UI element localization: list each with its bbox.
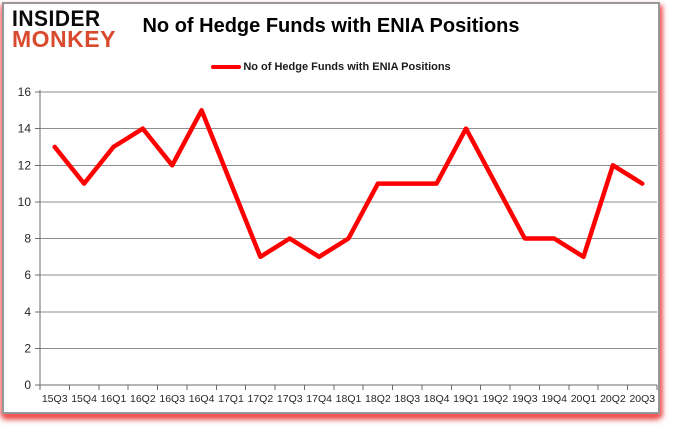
x-tick-label: 15Q4 (71, 393, 97, 405)
x-tick-label: 19Q3 (512, 393, 538, 405)
x-tick-label: 20Q2 (600, 393, 626, 405)
series-line (52, 108, 645, 260)
y-tick-label: 16 (18, 85, 32, 99)
logo-insider-text: INSIDER (12, 6, 101, 32)
y-tick-label: 0 (24, 378, 31, 392)
x-tick-label: 17Q1 (218, 393, 244, 405)
x-tick-label: 16Q4 (189, 393, 215, 405)
y-tick-label: 14 (18, 122, 32, 136)
legend-line-swatch (211, 65, 242, 69)
x-tick-label: 17Q2 (248, 393, 274, 405)
x-tick-label: 17Q3 (277, 393, 303, 405)
x-tick-label: 16Q3 (159, 393, 185, 405)
x-tick-label: 16Q2 (130, 393, 156, 405)
x-tick-label: 18Q4 (424, 393, 450, 405)
y-tick-label: 12 (18, 158, 32, 172)
y-tick-label: 6 (24, 268, 31, 282)
x-tick-label: 18Q1 (336, 393, 362, 405)
chart-title: No of Hedge Funds with ENIA Positions (142, 15, 520, 37)
x-tick-label: 19Q2 (483, 393, 509, 405)
y-tick-label: 8 (24, 232, 31, 246)
legend-label: No of Hedge Funds with ENIA Positions (243, 61, 451, 73)
x-tick-label: 20Q3 (629, 393, 655, 405)
insider-monkey-logo: INSIDER MONKEY (12, 6, 116, 52)
chart-card: INSIDER MONKEY No of Hedge Funds with EN… (2, 2, 660, 414)
x-tick-label: 19Q4 (541, 393, 567, 405)
x-tick-label: 18Q2 (365, 393, 391, 405)
x-tick-label: 16Q1 (101, 393, 127, 405)
x-tick-label: 15Q3 (42, 393, 68, 405)
y-tick-label: 4 (24, 305, 31, 319)
x-tick-label: 17Q4 (306, 393, 332, 405)
chart-legend: No of Hedge Funds with ENIA Positions (4, 61, 658, 73)
x-tick-label: 20Q1 (571, 393, 597, 405)
x-tick-label: 18Q3 (394, 393, 420, 405)
y-tick-label: 2 (24, 341, 31, 355)
y-tick-label: 10 (18, 195, 32, 209)
x-tick-label: 19Q1 (453, 393, 479, 405)
logo-monkey-text: MONKEY (12, 25, 116, 52)
